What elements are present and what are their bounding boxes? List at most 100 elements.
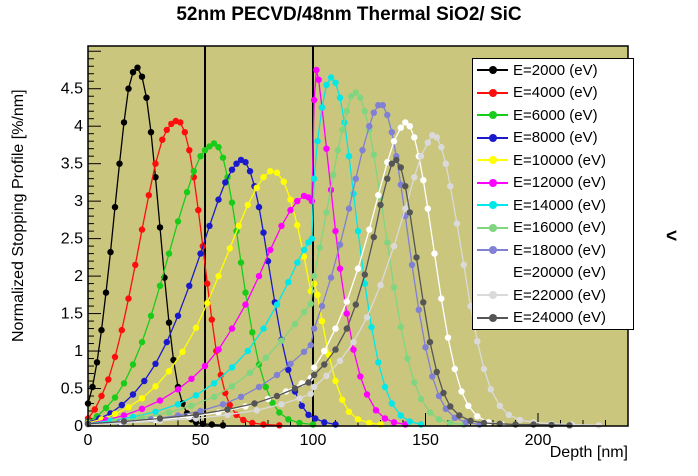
data-point-marker [228, 325, 236, 332]
legend-item: E=8000 (eV) [473, 127, 633, 149]
data-point-marker [111, 353, 119, 361]
data-point-marker [285, 366, 292, 373]
data-point-marker [300, 246, 308, 254]
data-point-marker [361, 271, 368, 278]
data-point-marker [435, 392, 443, 400]
data-point-marker [420, 177, 427, 184]
data-point-marker [192, 411, 200, 418]
data-point-marker [141, 377, 148, 385]
data-point-marker [339, 126, 346, 134]
data-point-marker [244, 201, 251, 209]
data-point-marker [384, 111, 391, 119]
data-point-marker [431, 250, 438, 257]
data-point-marker [186, 147, 193, 154]
data-point-marker [480, 419, 488, 427]
data-point-marker [404, 355, 411, 362]
legend-marker-dot [489, 313, 497, 322]
data-point-marker [447, 419, 454, 427]
data-point-marker [433, 134, 440, 141]
data-point-marker [426, 338, 434, 346]
data-point-marker [278, 401, 285, 408]
data-point-marker [422, 344, 429, 351]
data-point-marker [273, 169, 281, 176]
y-tick-label: 1.5 [61, 306, 83, 323]
data-point-marker [496, 402, 503, 409]
data-point-marker [370, 233, 377, 241]
data-point-marker [138, 405, 146, 412]
legend-marker-line [477, 223, 508, 232]
data-point-marker [98, 326, 105, 334]
data-point-marker [210, 140, 218, 147]
data-point-marker [350, 338, 357, 346]
legend-marker-dot [489, 178, 497, 187]
data-point-marker [273, 301, 281, 308]
data-point-marker [253, 407, 260, 414]
legend-item: E=16000 (eV) [473, 217, 633, 239]
data-point-marker [294, 259, 301, 266]
data-point-marker [287, 206, 294, 214]
data-point-marker [321, 361, 328, 368]
data-point-marker [222, 179, 229, 186]
data-point-marker [381, 415, 389, 422]
data-point-marker [93, 359, 101, 366]
data-point-marker [343, 108, 350, 115]
legend-item: E=18000 (eV) [473, 239, 633, 261]
data-point-marker [343, 325, 350, 332]
data-point-marker [417, 153, 425, 160]
x-tick-label: 150 [412, 432, 439, 449]
data-point-marker [152, 174, 159, 181]
data-point-marker [375, 102, 382, 109]
data-point-marker [186, 282, 193, 289]
legend-marker-line [477, 313, 508, 322]
data-point-marker [315, 76, 322, 83]
data-point-marker [294, 221, 301, 229]
legend-item: E=12000 (eV) [473, 172, 633, 194]
data-point-marker [111, 410, 119, 418]
data-point-marker [125, 404, 132, 411]
data-point-marker [255, 203, 263, 211]
data-point-marker [357, 373, 364, 380]
data-point-marker [262, 354, 269, 361]
data-point-marker [208, 316, 215, 323]
data-point-marker [370, 109, 377, 116]
data-point-marker [278, 337, 285, 344]
legend-marker-line [477, 291, 508, 300]
data-point-marker [188, 375, 195, 382]
data-point-marker [255, 272, 263, 280]
data-point-marker [381, 383, 389, 391]
data-point-marker [458, 388, 465, 395]
data-point-marker [433, 368, 440, 376]
data-point-marker [305, 411, 312, 418]
data-point-marker [118, 401, 126, 409]
data-point-marker [165, 319, 173, 326]
data-point-marker [406, 209, 413, 216]
x-tick-label: 0 [84, 432, 93, 449]
data-point-marker [242, 159, 249, 166]
data-point-marker [242, 289, 249, 296]
data-point-marker [345, 153, 353, 160]
data-point-marker [417, 395, 425, 403]
data-point-marker [411, 174, 418, 181]
data-point-marker [370, 151, 377, 158]
data-point-marker [312, 415, 319, 422]
data-point-marker [237, 393, 245, 400]
x-axis-title: Depth [nm] [549, 444, 628, 461]
data-point-marker [273, 392, 281, 400]
data-point-marker [384, 239, 391, 246]
data-point-marker [219, 154, 227, 161]
data-point-marker [276, 409, 283, 416]
data-point-marker [210, 380, 218, 387]
data-point-marker [313, 66, 320, 74]
data-point-marker [390, 242, 398, 250]
data-point-marker [357, 94, 364, 101]
data-point-marker [323, 372, 330, 379]
data-point-marker [174, 312, 182, 319]
data-point-marker [310, 175, 318, 182]
legend-marker-dot [489, 201, 497, 210]
data-point-marker [444, 334, 452, 341]
data-point-marker [384, 175, 391, 182]
data-point-marker [116, 160, 123, 167]
data-point-marker [197, 153, 204, 160]
data-point-marker [310, 325, 318, 332]
data-point-marker [215, 144, 222, 151]
